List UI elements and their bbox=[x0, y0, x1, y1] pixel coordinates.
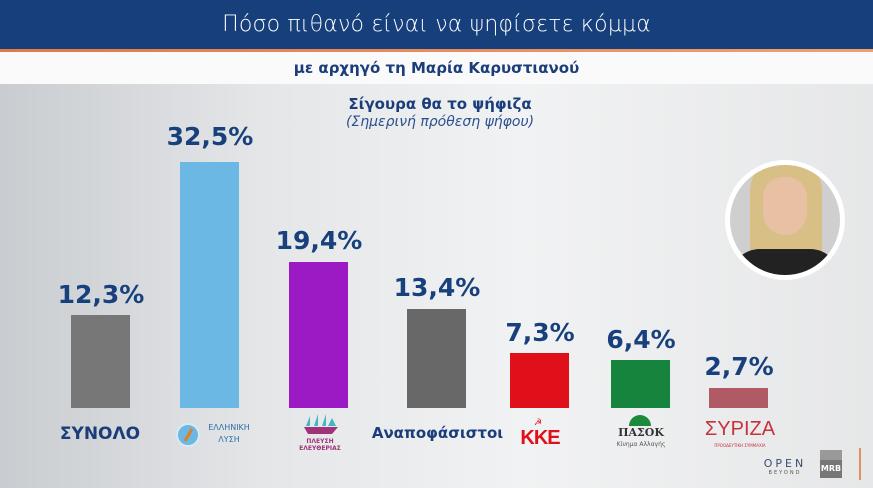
chart-title: Σίγουρα θα το ψήφιζα bbox=[348, 95, 532, 113]
hammer-sickle-icon: ☭ bbox=[534, 418, 543, 428]
bar-plefsi bbox=[289, 262, 348, 408]
value-label: 6,4% bbox=[606, 325, 676, 354]
logo-pasok: ΠΑΣΟΚ Κίνημα Αλλαγής bbox=[605, 413, 677, 455]
logo-open-beyond: OPEN BEYOND bbox=[755, 457, 815, 476]
value-label: 13,4% bbox=[393, 273, 481, 302]
divider bbox=[859, 448, 861, 480]
bar-pasok bbox=[611, 360, 670, 408]
sublabel-pasok: Κίνημα Αλλαγής bbox=[616, 441, 666, 448]
value-label: 2,7% bbox=[704, 352, 774, 381]
bar-synolo bbox=[71, 315, 130, 408]
chart-title-block: Σίγουρα θα το ψήφιζα (Σημερινή πρόθεση ψ… bbox=[290, 95, 590, 130]
bar-syriza bbox=[709, 388, 768, 408]
label-syriza: ΣΥΡΙΖΑ bbox=[704, 418, 776, 440]
label-plefsi: ΠΛΕΥΣΗ ΕΛΕΥΘΕΡΙΑΣ bbox=[299, 438, 341, 452]
sublabel-syriza: ΠΡΟΟΔΕΥΤΙΚΗ ΣΥΜΜΑΧΙΑ bbox=[714, 443, 766, 448]
channel-name: OPEN bbox=[763, 457, 807, 470]
label-pasok: ΠΑΣΟΚ bbox=[618, 426, 664, 439]
value-label: 12,3% bbox=[57, 280, 145, 309]
value-label: 7,3% bbox=[505, 318, 575, 347]
label-synolo: ΣΥΝΟΛΟ bbox=[59, 424, 141, 444]
pollster-name: MRB bbox=[820, 464, 842, 473]
value-label: 32,5% bbox=[166, 122, 254, 151]
header-title: Πόσο πιθανό είναι να ψηφίσετε κόμμα bbox=[0, 0, 873, 49]
header-subtitle: με αρχηγό τη Μαρία Καρυστιανού bbox=[0, 52, 873, 84]
label-elliniki-lysi: ΕΛΛΗΝΙΚΗ ΛΥΣΗ bbox=[208, 423, 250, 444]
logo-plefsi: ΠΛΕΥΣΗ ΕΛΕΥΘΕΡΙΑΣ bbox=[288, 410, 352, 458]
logo-kke: ☭ ΚΚΕ bbox=[510, 418, 570, 452]
bar-elliniki-lysi bbox=[180, 162, 239, 408]
sun-icon bbox=[629, 415, 651, 426]
label-anapofasistoi: Αναποφάσιστοι bbox=[371, 424, 504, 442]
logo-syriza: ΣΥΡΙΖΑ ΠΡΟΟΔΕΥΤΙΚΗ ΣΥΜΜΑΧΙΑ bbox=[700, 418, 780, 452]
portrait-photo bbox=[725, 160, 845, 280]
bar-anapofasistoi bbox=[407, 309, 466, 408]
label-kke: ΚΚΕ bbox=[520, 427, 560, 449]
channel-sub: BEYOND bbox=[768, 470, 802, 476]
accent-line bbox=[0, 49, 873, 52]
logo-elliniki-lysi: ΕΛΛΗΝΙΚΗ ΛΥΣΗ bbox=[170, 418, 260, 458]
compass-icon bbox=[176, 423, 200, 447]
value-label: 19,4% bbox=[275, 226, 363, 255]
bar-kke bbox=[510, 353, 569, 408]
portrait-image bbox=[730, 165, 840, 275]
sailboat-icon bbox=[304, 414, 338, 434]
logo-mrb: MRB bbox=[820, 450, 842, 478]
chart-subtitle: (Σημερινή πρόθεση ψήφου) bbox=[345, 114, 535, 130]
